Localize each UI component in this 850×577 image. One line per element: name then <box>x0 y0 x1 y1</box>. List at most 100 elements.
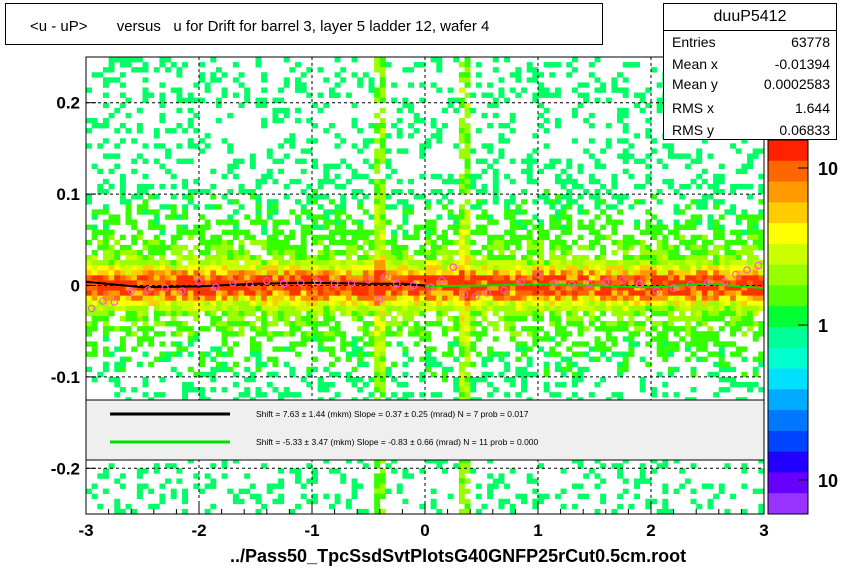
heat-cell <box>583 285 590 291</box>
heat-cell <box>487 285 494 291</box>
heat-cell <box>170 321 177 327</box>
heat-cell <box>600 305 607 312</box>
heat-cell <box>289 244 296 251</box>
heat-cell <box>108 214 115 220</box>
heat-cell <box>357 295 364 302</box>
heat-cell <box>566 310 573 317</box>
heat-cell <box>317 381 324 388</box>
heat-cell <box>645 163 652 170</box>
heat-cell <box>227 290 234 296</box>
heat-cell <box>611 336 618 342</box>
heat-cell <box>266 148 273 154</box>
heat-cell <box>611 178 618 185</box>
heat-cell <box>357 351 364 357</box>
heat-cell <box>425 321 431 327</box>
heat-cell <box>255 260 262 266</box>
heat-cell <box>498 290 505 296</box>
x-tick-label: -3 <box>78 521 93 540</box>
heat-cell <box>210 270 217 276</box>
heat-cell <box>300 336 307 342</box>
heat-cell <box>696 219 703 225</box>
heat-cell <box>232 458 239 464</box>
heat-cell <box>656 351 663 357</box>
heat-cell <box>300 275 307 281</box>
heat-cell <box>515 392 522 398</box>
heat-cell <box>571 107 578 114</box>
heat-cell <box>611 351 618 357</box>
heat-cell <box>673 458 680 464</box>
heat-cell <box>413 331 420 337</box>
heat-cell <box>91 249 98 256</box>
heat-cell <box>227 321 234 327</box>
heat-cell <box>114 143 121 149</box>
heat-cell <box>289 341 296 347</box>
heat-cell <box>741 244 748 251</box>
heat-cell <box>425 336 431 342</box>
heat-cell <box>232 310 239 317</box>
heat-cell <box>419 143 426 149</box>
heat-cell <box>227 199 234 205</box>
heat-cell <box>306 366 313 373</box>
heat-cell <box>170 62 177 68</box>
heat-cell <box>441 194 448 200</box>
heat-cell <box>605 275 612 281</box>
heat-cell <box>554 214 561 220</box>
heat-cell <box>351 295 358 302</box>
heat-cell <box>187 143 194 149</box>
heat-cell <box>458 280 465 286</box>
heat-cell <box>278 493 285 500</box>
heat-cell <box>458 371 465 378</box>
heat-cell <box>752 275 759 281</box>
heat-cell <box>266 234 273 241</box>
heat-cell <box>379 183 386 190</box>
heat-cell <box>272 275 279 281</box>
heat-cell <box>272 305 279 312</box>
heat-cell <box>159 244 166 251</box>
heat-cell <box>622 310 629 317</box>
heat-cell <box>244 376 251 383</box>
heat-cell <box>594 265 601 271</box>
heat-cell <box>278 265 285 271</box>
heat-cell <box>651 387 657 393</box>
heat-cell <box>673 331 680 337</box>
heat-cell <box>554 87 561 93</box>
heat-cell <box>628 351 635 357</box>
heat-cell <box>374 204 381 210</box>
heat-cell <box>379 189 386 195</box>
heat-cell <box>701 199 708 205</box>
heat-cell <box>611 87 618 93</box>
heat-cell <box>374 376 381 383</box>
heat-cell <box>634 92 640 98</box>
heat-cell <box>515 265 522 271</box>
heat-cell <box>266 168 273 175</box>
heat-cell <box>136 128 143 134</box>
heat-cell <box>464 321 471 327</box>
heat-cell <box>718 265 725 271</box>
heat-cell <box>509 315 516 322</box>
heat-cell <box>521 285 527 291</box>
heat-cell <box>747 305 753 312</box>
stats-value: -0.01394 <box>774 56 830 72</box>
heat-cell <box>193 483 200 489</box>
heat-cell <box>295 77 301 83</box>
heat-cell <box>362 326 369 332</box>
heat-cell <box>498 92 505 98</box>
heat-cell <box>475 229 482 236</box>
heat-cell <box>594 189 601 195</box>
heat-cell <box>119 387 126 393</box>
heat-cell <box>566 356 573 362</box>
heat-cell <box>232 62 239 68</box>
heat-cell <box>673 392 680 398</box>
heat-cell <box>306 285 313 291</box>
heat-cell <box>244 275 251 281</box>
heat-cell <box>690 265 697 271</box>
heat-cell <box>436 138 443 144</box>
heat-cell <box>419 300 426 307</box>
heat-cell <box>656 102 663 109</box>
heat-cell <box>492 255 499 261</box>
heat-cell <box>413 285 420 291</box>
heat-cell <box>707 275 714 281</box>
heat-cell <box>340 229 347 236</box>
heat-cell <box>131 57 138 63</box>
heat-cell <box>735 219 742 225</box>
